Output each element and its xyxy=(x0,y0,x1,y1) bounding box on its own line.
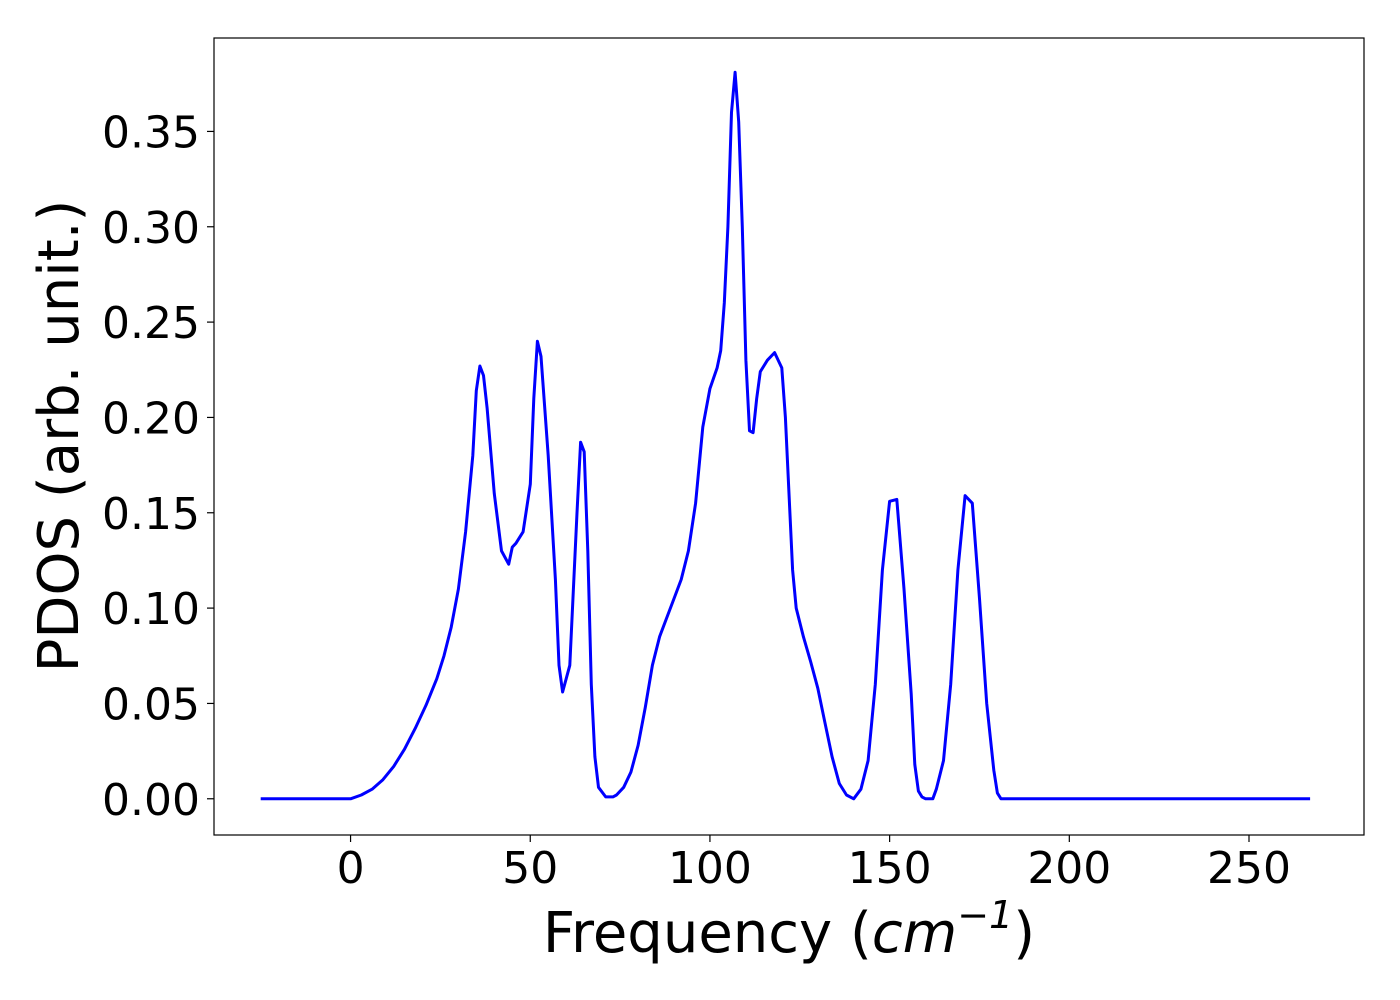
plot-area xyxy=(260,70,1311,801)
y-axis-ticks: 0.00 0.05 0.10 0.15 0.20 0.25 0.30 0.35 xyxy=(102,107,214,826)
x-tick-label: 200 xyxy=(1027,843,1111,894)
x-tick-label: 0 xyxy=(337,843,365,894)
y-tick-label: 0.05 xyxy=(102,679,200,730)
y-tick-label: 0.10 xyxy=(102,584,200,635)
x-axis-label: Frequency (cm−1) xyxy=(543,893,1035,966)
axes-frame xyxy=(213,37,1365,836)
x-tick-label: 150 xyxy=(848,843,932,894)
y-tick-label: 0.15 xyxy=(102,489,200,540)
x-axis-ticks: 0 50 100 150 200 250 xyxy=(337,835,1291,894)
y-tick-label: 0.00 xyxy=(102,775,200,826)
y-tick-label: 0.20 xyxy=(102,393,200,444)
y-tick-label: 0.35 xyxy=(102,107,200,158)
pdos-series-line xyxy=(260,70,1311,801)
y-axis-label: PDOS (arb. unit.) xyxy=(27,200,92,673)
x-tick-label: 50 xyxy=(502,843,558,894)
y-tick-label: 0.25 xyxy=(102,298,200,349)
x-tick-label: 250 xyxy=(1207,843,1291,894)
y-tick-label: 0.30 xyxy=(102,203,200,254)
x-tick-label: 100 xyxy=(668,843,752,894)
